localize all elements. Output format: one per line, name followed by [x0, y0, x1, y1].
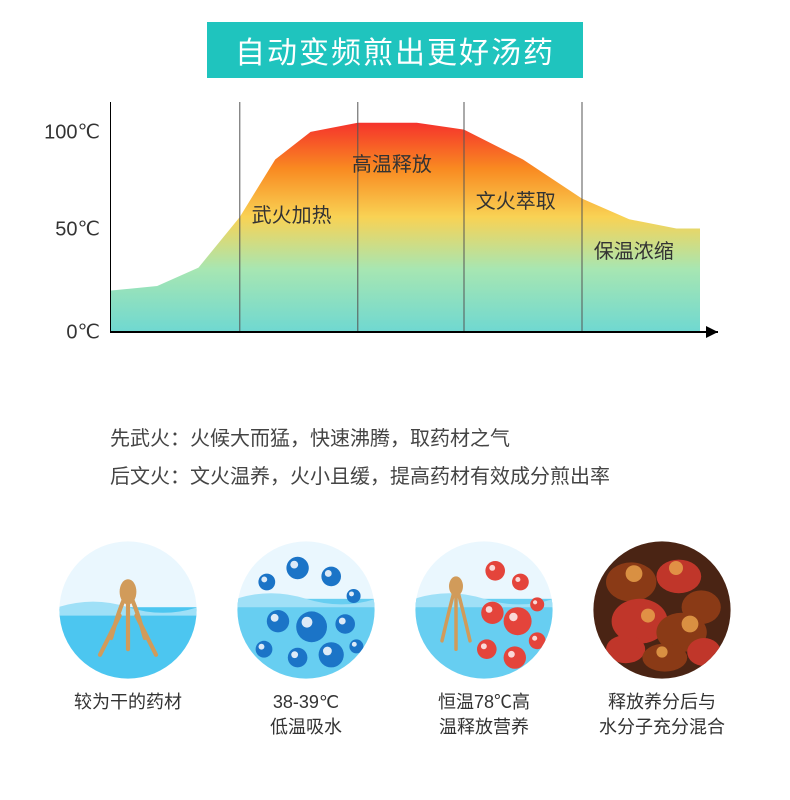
phase-label: 武火加热 [252, 199, 332, 228]
process-icon [236, 540, 376, 680]
phase-label: 文火萃取 [476, 185, 556, 214]
process-caption: 较为干的药材 [74, 690, 182, 715]
process-circles-row: 较为干的药材 38-39℃ 低温吸水 恒温78℃高 温释放营养 释放养分后与 水分子充… [0, 540, 790, 740]
process-icon [414, 540, 554, 680]
desc-line-2: 后文火：文火温养，火小且缓，提高药材有效成分煎出率 [110, 458, 610, 496]
process-caption: 释放养分后与 水分子充分混合 [599, 690, 725, 740]
y-tick-label: 0℃ [66, 320, 100, 345]
desc-line-1: 先武火：火候大而猛，快速沸腾，取药材之气 [110, 420, 610, 458]
description-block: 先武火：火候大而猛，快速沸腾，取药材之气 后文火：文火温养，火小且缓，提高药材有… [110, 420, 610, 496]
phase-label: 保温浓缩 [594, 235, 674, 264]
title-banner: 自动变频煎出更好汤药 [207, 22, 583, 78]
process-icon [592, 540, 732, 680]
process-step: 38-39℃ 低温吸水 [226, 540, 386, 740]
y-tick-label: 100℃ [44, 119, 100, 144]
process-caption: 恒温78℃高 温释放营养 [438, 690, 530, 740]
temperature-chart: 100℃50℃0℃高温释放武火加热文火萃取保温浓缩 [110, 102, 700, 352]
y-tick-label: 50℃ [55, 216, 100, 241]
process-step: 恒温78℃高 温释放营养 [404, 540, 564, 740]
chart-svg [110, 102, 730, 362]
process-step: 释放养分后与 水分子充分混合 [582, 540, 742, 740]
phase-label: 高温释放 [352, 148, 432, 177]
process-step: 较为干的药材 [48, 540, 208, 740]
process-icon [58, 540, 198, 680]
process-caption: 38-39℃ 低温吸水 [270, 690, 342, 740]
